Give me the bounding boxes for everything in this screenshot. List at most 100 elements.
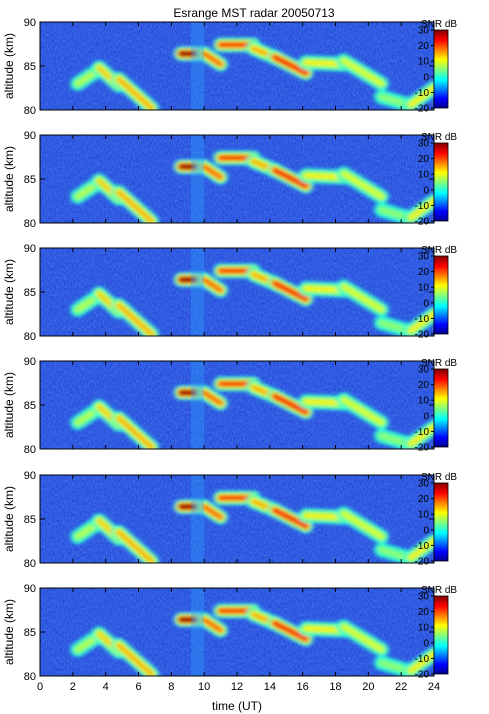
- y-tick-label: 90: [24, 243, 36, 255]
- colorbar-gradient: [433, 29, 449, 109]
- colorbar-tick-label: 30: [418, 365, 430, 376]
- echo-mark-11: [379, 94, 410, 107]
- echo-mark-11: [379, 433, 410, 446]
- y-tick-label: 85: [24, 400, 36, 412]
- colorbar-tick-label: 0: [423, 638, 429, 649]
- colorbar-tick-label: 10: [418, 623, 430, 634]
- colorbar-tick-label: 10: [418, 57, 430, 68]
- echo-mark-11: [379, 207, 410, 220]
- y-tick-label: 90: [24, 130, 36, 142]
- echo-mark-5: [202, 617, 223, 633]
- echo-layer: [70, 263, 434, 336]
- echo-mark-12: [408, 538, 434, 560]
- colorbar-tick-label: 0: [423, 185, 429, 196]
- echo-mark-8: [272, 508, 309, 529]
- colorbar-tick-label: -10: [415, 541, 430, 552]
- echo-mark-8: [272, 55, 309, 76]
- x-tick-label: 24: [428, 681, 440, 693]
- colorbar-tick-label: -20: [415, 330, 430, 341]
- x-tick-label: 8: [168, 681, 174, 693]
- y-axis-label: altitude (km): [2, 146, 16, 212]
- x-tick-label: 4: [103, 681, 109, 693]
- colorbar-tick-label: 10: [418, 510, 430, 521]
- y-tick-label: 85: [24, 61, 36, 73]
- echo-column: [191, 475, 205, 563]
- y-tick-label: 90: [24, 17, 36, 29]
- y-axis-label: altitude (km): [2, 486, 16, 552]
- colorbar-tick-label: 10: [418, 170, 430, 181]
- echo-mark-12: [408, 198, 434, 220]
- y-axis-label: altitude (km): [2, 259, 16, 325]
- colorbar-tick-label: -10: [415, 427, 430, 438]
- echo-mark-3: [116, 190, 154, 223]
- echo-mark-12: [408, 85, 434, 107]
- y-tick-label: 80: [24, 105, 36, 117]
- echo-mark-5: [202, 504, 223, 520]
- y-axis-label: altitude (km): [2, 33, 16, 99]
- colorbar-tick-label: -10: [415, 201, 430, 212]
- echo-mark-3: [116, 643, 154, 676]
- echo-column: [191, 135, 205, 223]
- colorbar-gradient: [433, 142, 449, 222]
- y-tick-label: 85: [24, 287, 36, 299]
- echo-layer: [70, 603, 434, 676]
- echo-mark-12: [408, 424, 434, 446]
- x-axis: 0 2 4 6 8 10 12 14 16 18 20 22 24: [37, 681, 440, 693]
- colorbar-label: SNR dB: [421, 132, 457, 143]
- y-tick-label: 90: [24, 583, 36, 595]
- echo-column: [191, 588, 205, 676]
- x-axis-label: time (UT): [212, 699, 262, 713]
- echo-mark-11: [379, 547, 410, 560]
- chart-title: Esrange MST radar 20050713: [173, 6, 335, 20]
- echo-mark-8: [272, 621, 309, 642]
- echo-mark-8: [272, 281, 309, 302]
- colorbar-tick-label: 20: [418, 607, 430, 618]
- echo-column: [191, 22, 205, 110]
- y-tick-label: 80: [24, 444, 36, 456]
- y-tick-label: 85: [24, 627, 36, 639]
- colorbar-tick-label: 30: [418, 479, 430, 490]
- colorbar-gradient: [433, 368, 449, 448]
- echo-mark-12: [408, 651, 434, 673]
- echo-mark-5: [202, 390, 223, 406]
- colorbar-tick-label: -10: [415, 314, 430, 325]
- colorbar-label: SNR dB: [421, 245, 457, 256]
- echo-mark-8: [272, 394, 309, 415]
- colorbar-tick-label: 30: [418, 252, 430, 263]
- echo-mark-3: [116, 530, 154, 563]
- echo-mark-3: [116, 303, 154, 336]
- echo-mark-10: [341, 284, 384, 312]
- x-tick-label: 0: [37, 681, 43, 693]
- colorbar-label: SNR dB: [421, 19, 457, 30]
- y-tick-label: 90: [24, 356, 36, 368]
- x-tick-label: 20: [362, 681, 374, 693]
- colorbar-tick-label: 0: [423, 72, 429, 83]
- colorbar-tick-label: 10: [418, 396, 430, 407]
- echo-column: [191, 248, 205, 336]
- echo-layer: [70, 150, 434, 223]
- colorbar-gradient: [433, 255, 449, 335]
- colorbar-tick-label: -20: [415, 670, 430, 681]
- x-tick-label: 16: [297, 681, 309, 693]
- colorbar-tick-label: 20: [418, 267, 430, 278]
- echo-layer: [70, 376, 434, 449]
- x-tick-label: 18: [329, 681, 341, 693]
- y-tick-label: 90: [24, 470, 36, 482]
- x-tick-label: 22: [395, 681, 407, 693]
- y-tick-label: 80: [24, 331, 36, 343]
- colorbar-tick-label: -20: [415, 557, 430, 568]
- colorbar-tick-label: -20: [415, 443, 430, 454]
- colorbar-tick-label: 0: [423, 411, 429, 422]
- echo-mark-10: [341, 171, 384, 199]
- echo-mark-10: [341, 624, 384, 652]
- echo-mark-5: [202, 164, 223, 180]
- colorbar-label: SNR dB: [421, 472, 457, 483]
